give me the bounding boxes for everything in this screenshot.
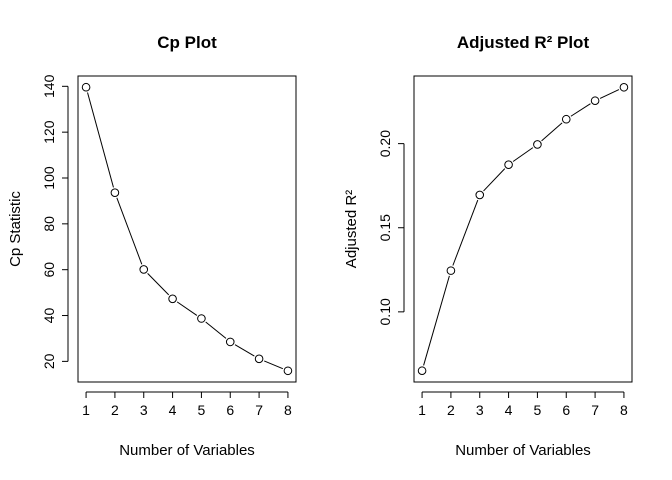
adjr2-data-point <box>619 82 629 92</box>
cp-y-axis-label: Cp Statistic <box>7 191 24 267</box>
cp-y-tick-label: 140 <box>41 74 57 98</box>
adjr2-y-axis-label: Adjusted R² <box>343 190 360 268</box>
adjr2-x-axis-label: Number of Variables <box>455 442 591 459</box>
adjr2-x-tick-label: 3 <box>476 402 484 418</box>
adjr2-y-tick-label: 0.10 <box>377 298 393 325</box>
adjr2-x-tick-label: 7 <box>591 402 599 418</box>
adjr2-x-tick-label: 6 <box>562 402 570 418</box>
adjr2-x-tick-label: 2 <box>447 402 455 418</box>
adjr2-line-segment <box>483 168 506 192</box>
cp-x-tick-label: 4 <box>169 402 177 418</box>
cp-line-segment <box>176 301 198 316</box>
adjr2-data-point <box>417 366 427 376</box>
cp-line-segment <box>263 360 284 370</box>
cp-title: Cp Plot <box>157 33 217 52</box>
adjr2-data-point <box>590 96 600 106</box>
cp-x-tick-label: 7 <box>255 402 263 418</box>
cp-x-tick-label: 2 <box>111 402 119 418</box>
adjr2-line-segment <box>599 89 620 99</box>
adjr2-line-segment <box>570 103 591 117</box>
adjr2-plot-frame <box>413 75 633 383</box>
adjr2-x-tick-label: 4 <box>505 402 513 418</box>
cp-y-tick-label: 80 <box>41 216 57 232</box>
cp-data-point <box>254 354 264 364</box>
cp-y-tick-label: 40 <box>41 308 57 324</box>
adjr2-x-tick-label: 1 <box>418 402 426 418</box>
cp-data-point <box>139 265 149 274</box>
adjr2-line-segment <box>423 275 450 366</box>
adjr2-data-point <box>504 160 513 169</box>
cp-line-segment <box>116 197 143 265</box>
cp-line-segment <box>87 92 114 188</box>
adjr2-panel: Adjusted R² Plot 1 2 3 4 5 6 7 8 0.10 0.15 0.20 Numb… <box>343 33 633 459</box>
cp-x-axis-label: Number of Variables <box>119 442 255 459</box>
adjr2-line-segment <box>452 199 479 266</box>
cp-data-point <box>283 366 293 376</box>
cp-y-tick-label: 60 <box>41 262 57 278</box>
adjr2-x-tick-label: 5 <box>534 402 542 418</box>
adjr2-data-point <box>446 266 456 275</box>
cp-x-tick-label: 1 <box>82 402 90 418</box>
cp-line-segment <box>147 273 170 296</box>
adjr2-line-segment <box>541 122 563 142</box>
cp-x-tick-label: 6 <box>226 402 234 418</box>
cp-x-tick-label: 5 <box>198 402 206 418</box>
cp-data-point <box>225 337 235 347</box>
cp-y-tick-label: 100 <box>41 166 57 190</box>
adjr2-data-point <box>561 114 571 124</box>
cp-line-segment <box>234 344 255 357</box>
adjr2-y-tick-label: 0.15 <box>377 214 393 241</box>
cp-data-point <box>168 294 177 304</box>
cp-x-tick-label: 3 <box>140 402 148 418</box>
cp-data-point <box>197 314 206 323</box>
cp-y-tick-label: 120 <box>41 120 57 144</box>
cp-y-tick-label: 20 <box>41 353 57 369</box>
cp-panel: Cp Plot 1 2 3 4 5 6 7 8 20 40 60 80 100 120 140 Number o… <box>7 33 297 459</box>
cp-data-point <box>110 188 120 197</box>
adjr2-data-point <box>475 190 485 200</box>
cp-data-point <box>81 82 91 92</box>
cp-line-segment <box>205 321 227 339</box>
adjr2-y-tick-label: 0.20 <box>377 130 393 157</box>
adjr2-line-segment <box>512 147 534 162</box>
adjr2-title: Adjusted R² Plot <box>457 33 590 52</box>
cp-x-tick-label: 8 <box>284 402 292 418</box>
cp-plot-frame <box>77 75 297 383</box>
adjr2-x-tick-label: 8 <box>620 402 628 418</box>
adjr2-data-point <box>533 140 542 149</box>
